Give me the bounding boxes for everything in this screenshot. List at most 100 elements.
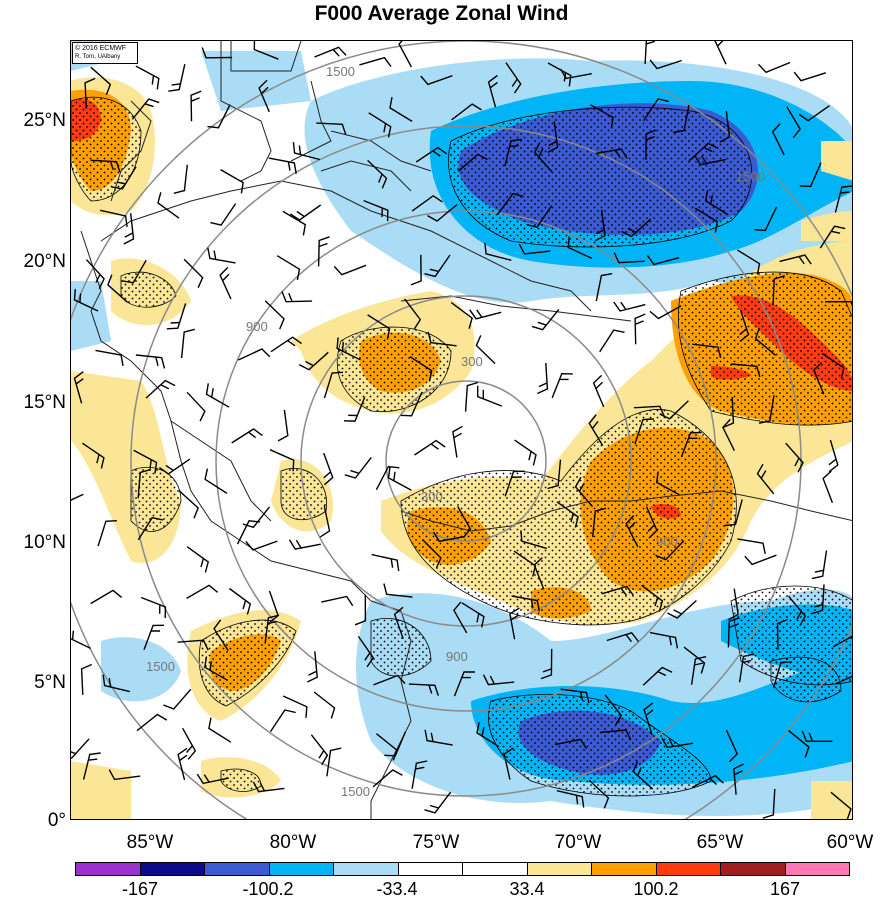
wind-barb <box>588 414 604 446</box>
wind-barb <box>82 442 105 469</box>
lat-label: 20°N <box>23 251 66 272</box>
wind-barb <box>551 372 573 399</box>
wind-barb <box>73 288 99 312</box>
wind-barb <box>595 273 613 302</box>
wind-barb <box>166 303 187 330</box>
wind-barb <box>606 631 639 643</box>
wind-barb <box>728 588 739 621</box>
wind-barb <box>592 374 605 408</box>
wind-barb <box>739 309 750 343</box>
wind-barb <box>204 656 228 681</box>
wind-barb <box>108 769 141 781</box>
colorbar-swatch <box>721 863 786 875</box>
wind-barb <box>724 499 743 527</box>
wind-barb <box>201 47 233 59</box>
wind-barb <box>186 391 206 422</box>
wind-barb <box>659 400 689 420</box>
wind-barb <box>317 236 330 267</box>
wind-barb <box>733 763 745 795</box>
wind-barb <box>469 309 502 320</box>
wind-barb <box>422 539 442 569</box>
wind-barb <box>457 153 488 172</box>
wind-barb <box>368 112 392 138</box>
wind-barb <box>737 249 761 275</box>
wind-barb <box>667 599 697 619</box>
wind-barb <box>95 349 124 367</box>
colorbar <box>75 862 850 876</box>
colorbar-swatch <box>527 863 592 875</box>
ring-label-900-b: 900 <box>446 649 468 664</box>
wind-barb <box>633 405 665 417</box>
wind-barb <box>181 727 197 760</box>
wind-barb <box>560 688 590 704</box>
wind-barb <box>424 791 452 814</box>
wind-barb <box>599 729 632 741</box>
map-canvas: 300 300 900 900 900 1500 1500 1500 1500 <box>71 41 852 819</box>
colorbar-swatch <box>656 863 721 875</box>
wind-barb <box>107 274 128 303</box>
wind-barb <box>282 695 308 718</box>
wind-barb <box>158 458 191 475</box>
colorbar-label: -167 <box>121 879 159 899</box>
wind-barb <box>547 121 559 154</box>
wind-barb <box>359 56 392 68</box>
wind-barb <box>432 531 465 543</box>
wind-barb <box>85 259 105 290</box>
wind-barb <box>754 327 776 356</box>
wind-barb <box>111 166 137 190</box>
wind-barb <box>762 788 776 819</box>
coastlines <box>80 41 852 819</box>
ring-label-1500-c: 1500 <box>146 659 175 674</box>
wind-barb <box>725 729 739 763</box>
wind-barb <box>136 713 168 732</box>
wind-barb <box>641 584 664 612</box>
lon-label: 65°W <box>696 832 744 853</box>
colorbar-swatch <box>463 863 528 875</box>
wind-barb <box>404 298 422 330</box>
lat-label: 25°N <box>23 110 66 131</box>
wind-barb <box>122 259 147 284</box>
wind-barb <box>661 737 694 749</box>
wind-barb <box>655 540 685 561</box>
lat-label: 10°N <box>23 532 66 553</box>
wind-barb <box>253 41 279 60</box>
wind-barbs <box>71 41 852 819</box>
wind-barb <box>520 530 547 550</box>
wind-barb <box>344 456 372 479</box>
wind-barb <box>281 291 313 303</box>
wind-barb <box>270 336 303 353</box>
wind-barb <box>453 601 468 634</box>
wind-barb <box>371 553 400 572</box>
wind-barb <box>533 142 553 173</box>
wind-barb <box>135 65 160 90</box>
wind-barb <box>408 683 439 696</box>
colorbar-label: 100.2 <box>633 879 679 899</box>
colorbar-swatch <box>269 863 334 875</box>
wind-barb <box>319 505 331 538</box>
wind-barb <box>100 209 128 227</box>
wind-barb <box>476 721 500 748</box>
wind-barb <box>540 648 553 680</box>
wind-barb <box>252 781 285 793</box>
wind-barb <box>298 351 329 371</box>
wind-barb <box>411 194 443 212</box>
wind-barb <box>140 596 167 619</box>
wind-barb <box>484 242 512 261</box>
wind-barb <box>90 66 112 96</box>
wind-barb <box>367 159 388 189</box>
wind-barb <box>683 646 706 674</box>
wind-barb <box>163 688 192 710</box>
wind-barb <box>451 103 482 121</box>
wind-barb <box>642 666 673 686</box>
wind-barb <box>414 439 446 456</box>
wind-barb <box>133 449 158 474</box>
wind-barb <box>245 540 278 551</box>
ring-label-1500-d: 1500 <box>341 784 370 799</box>
wind-barb <box>196 773 229 785</box>
wind-barb <box>680 431 702 458</box>
wind-barb <box>537 362 549 395</box>
wind-barb <box>90 589 123 605</box>
wind-barb <box>673 104 690 134</box>
wind-barb <box>313 691 336 719</box>
wind-barb <box>375 733 398 761</box>
